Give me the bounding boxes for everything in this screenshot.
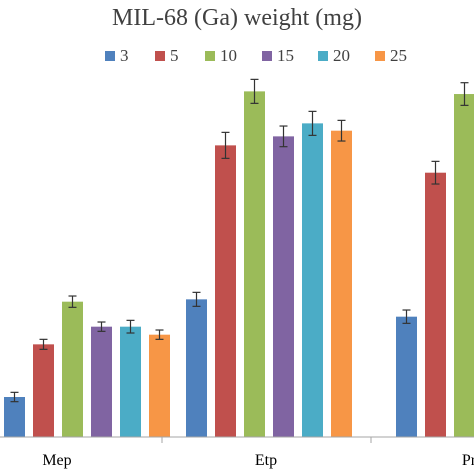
- error-bar-mep-25: [155, 329, 164, 340]
- legend-swatch-3: [105, 51, 115, 61]
- legend-label-5: 5: [170, 46, 179, 65]
- legend-swatch-25: [375, 51, 385, 61]
- bar-pr-3: [396, 316, 417, 437]
- legend-swatch-15: [262, 51, 272, 61]
- bar-pr-10: [454, 94, 474, 437]
- x-axis: Mep Etp Pr: [0, 436, 474, 469]
- error-bar-etp-3: [192, 291, 201, 307]
- bar-mep-10: [62, 301, 83, 437]
- error-bar-etp-25: [337, 119, 346, 142]
- legend-label-25: 25: [390, 46, 407, 65]
- legend-swatch-10: [205, 51, 215, 61]
- error-bar-etp-10: [250, 78, 259, 104]
- error-bar-pr-3: [402, 309, 411, 324]
- bar-mep-15: [91, 326, 112, 437]
- legend-label-15: 15: [277, 46, 294, 65]
- legend-label-10: 10: [220, 46, 237, 65]
- chart-title: MIL-68 (Ga) weight (mg): [112, 5, 362, 31]
- legend: 3 5 10 15 20 25: [105, 46, 407, 65]
- error-bar-mep-20: [126, 319, 135, 334]
- bar-etp-15: [273, 136, 294, 437]
- error-bar-pr-5: [431, 160, 440, 185]
- x-tick-label-pr: Pr: [462, 452, 474, 469]
- legend-swatch-5: [155, 51, 165, 61]
- error-bar-etp-15: [279, 125, 288, 148]
- error-bar-mep-10: [68, 295, 77, 308]
- legend-label-3: 3: [120, 46, 129, 65]
- error-bar-mep-3: [10, 391, 19, 403]
- bar-mep-3: [4, 397, 25, 437]
- error-bar-mep-5: [39, 338, 48, 350]
- bar-mep-5: [33, 344, 54, 437]
- error-bar-mep-15: [97, 321, 106, 332]
- bar-mep-20: [120, 326, 141, 437]
- bar-etp-5: [215, 145, 236, 438]
- bar-etp-10: [244, 91, 265, 438]
- bar-etp-25: [331, 130, 352, 437]
- error-bar-pr-10: [460, 82, 469, 106]
- bar-pr-5: [425, 172, 446, 437]
- plot-area: [4, 78, 474, 438]
- x-tick-label-etp: Etp: [255, 452, 277, 469]
- legend-label-20: 20: [333, 46, 350, 65]
- error-bar-etp-5: [221, 131, 230, 159]
- x-tick-label-mep: Mep: [42, 452, 71, 469]
- error-bar-etp-20: [308, 110, 317, 136]
- bar-etp-3: [186, 299, 207, 437]
- legend-swatch-20: [318, 51, 328, 61]
- bar-etp-20: [302, 123, 323, 438]
- bar-mep-25: [149, 334, 170, 437]
